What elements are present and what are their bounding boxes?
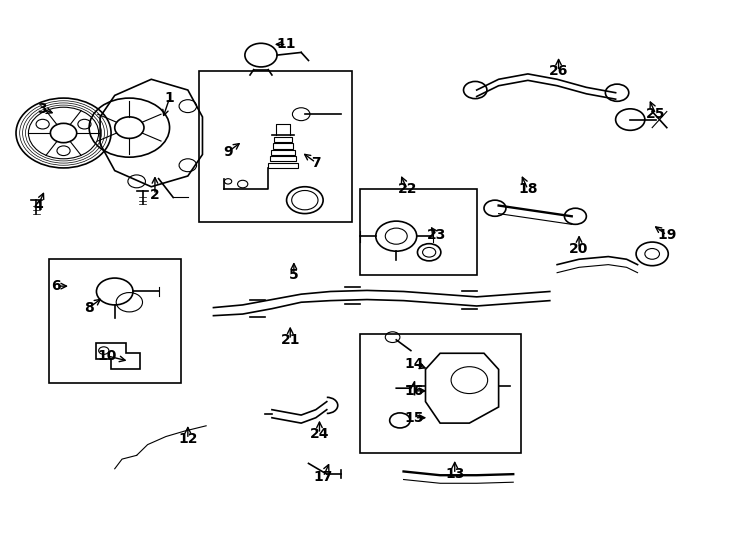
Text: 24: 24	[310, 427, 330, 441]
Text: 12: 12	[178, 432, 197, 446]
Text: 3: 3	[37, 102, 46, 116]
Text: 6: 6	[51, 279, 61, 293]
Bar	[360, 334, 520, 453]
Text: 21: 21	[280, 333, 300, 347]
Text: 8: 8	[84, 301, 94, 315]
Bar	[199, 71, 352, 221]
Text: 23: 23	[426, 228, 446, 242]
Bar	[49, 259, 181, 383]
Text: 7: 7	[311, 156, 321, 170]
Text: 9: 9	[223, 145, 233, 159]
Text: 16: 16	[405, 384, 424, 398]
Text: 5: 5	[289, 268, 299, 282]
Text: 19: 19	[657, 228, 677, 242]
Text: 26: 26	[549, 64, 568, 78]
Text: 22: 22	[398, 183, 417, 197]
Text: 17: 17	[313, 470, 333, 484]
Text: 18: 18	[518, 183, 537, 197]
Text: 14: 14	[404, 357, 424, 371]
Text: 25: 25	[646, 107, 666, 121]
Text: 1: 1	[164, 91, 175, 105]
Text: 4: 4	[33, 199, 43, 213]
Text: 2: 2	[150, 188, 160, 202]
Text: 13: 13	[445, 467, 465, 481]
Text: 11: 11	[277, 37, 297, 51]
Text: 15: 15	[404, 411, 424, 425]
Text: 20: 20	[570, 241, 589, 255]
Bar	[360, 190, 476, 275]
Text: 10: 10	[98, 349, 117, 363]
